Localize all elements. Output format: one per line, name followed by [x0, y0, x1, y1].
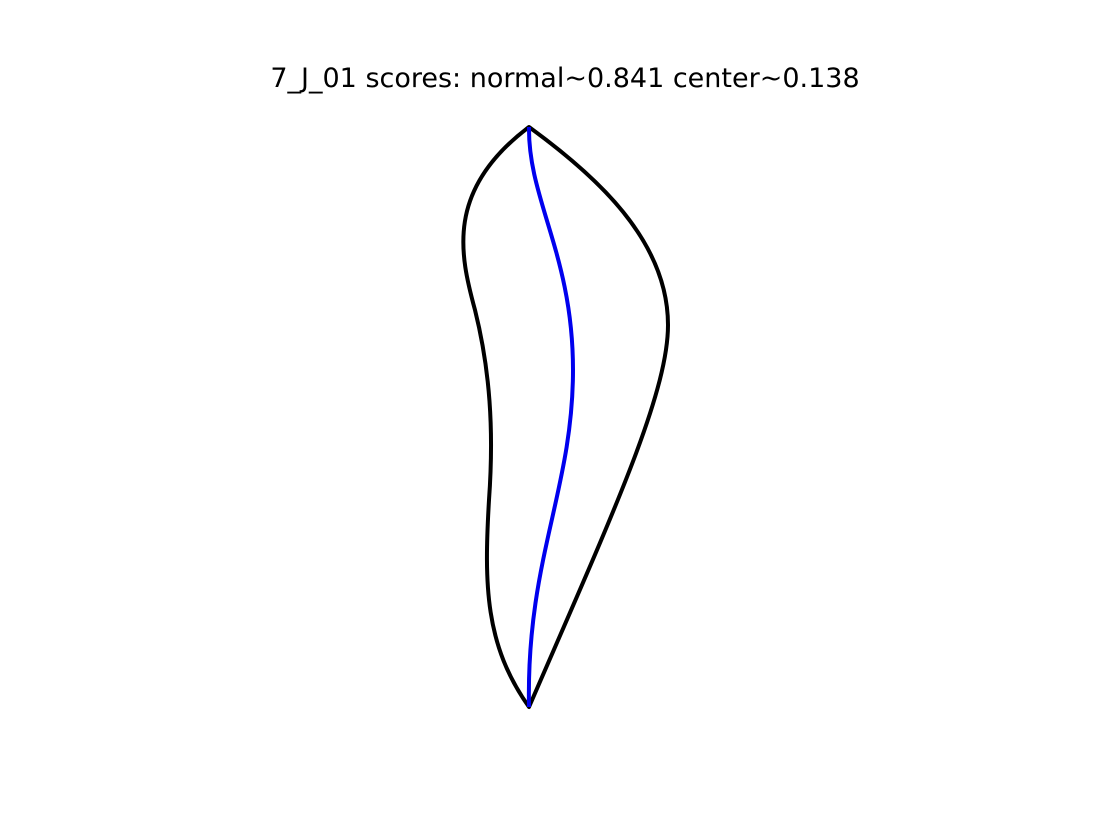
figure-title: 7_J_01 scores: normal~0.841 center~0.138	[270, 63, 860, 94]
leaf-centerline	[526, 126, 576, 708]
leaf-outline	[461, 125, 670, 709]
